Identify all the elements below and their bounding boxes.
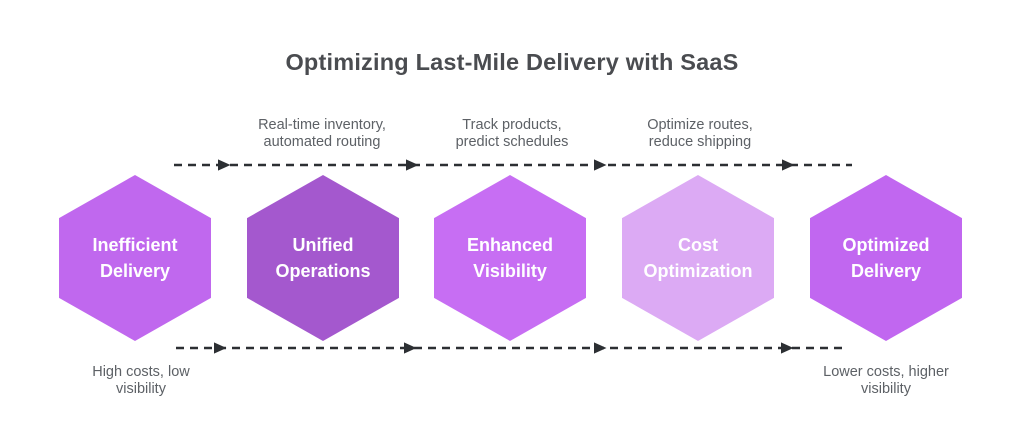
arrowhead-icon: [782, 159, 795, 171]
arrowhead-icon: [214, 342, 227, 354]
hexagon-label: Enhanced Visibility: [466, 234, 554, 281]
arrowhead-icon: [594, 159, 607, 171]
annotation-track-products: Track products, predict schedules: [455, 117, 569, 151]
arrowhead-icon: [404, 342, 417, 354]
hexagon-optimized-delivery: Optimized Delivery: [810, 175, 962, 341]
page-title: Optimizing Last-Mile Delivery with SaaS: [285, 49, 739, 75]
hexagon-unified-operations: Unified Operations: [247, 175, 399, 341]
top-flow-arrow: [174, 159, 852, 171]
arrowhead-icon: [406, 159, 419, 171]
hexagon-label: Inefficient Delivery: [92, 234, 178, 281]
hexagon-enhanced-visibility: Enhanced Visibility: [434, 175, 586, 341]
annotation-realtime-inventory: Real-time inventory, automated routing: [258, 117, 386, 151]
hexagon-label: Optimized Delivery: [842, 234, 930, 281]
hexagon-inefficient-delivery: Inefficient Delivery: [59, 175, 211, 341]
annotation-optimize-routes: Optimize routes, reduce shipping: [647, 117, 753, 151]
hexagon-cost-optimization: Cost Optimization: [622, 175, 774, 341]
arrowhead-icon: [781, 342, 794, 354]
annotation-lower-costs: Lower costs, higher visibility: [823, 364, 949, 398]
hexagon-label: Unified Operations: [275, 234, 371, 281]
annotation-high-costs: High costs, low visibility: [92, 364, 190, 398]
arrowhead-icon: [218, 159, 231, 171]
bottom-flow-arrow: [176, 342, 848, 354]
arrowhead-icon: [594, 342, 607, 354]
hexagon-label: Cost Optimization: [643, 234, 753, 281]
